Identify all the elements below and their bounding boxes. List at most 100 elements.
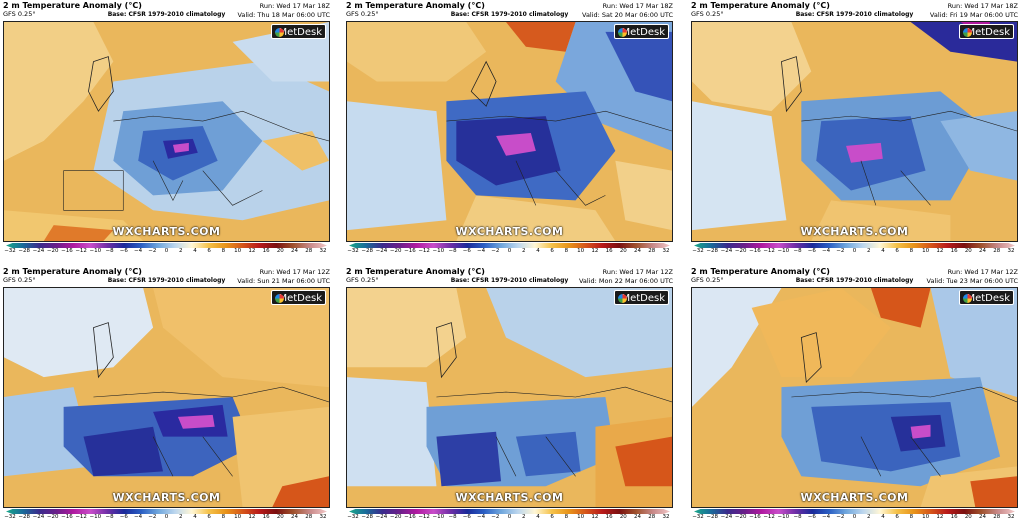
- colorbar-tick-label: −28: [706, 514, 719, 520]
- colorbar-tick-label: 32: [1007, 248, 1015, 254]
- colorbar-tick-label: −4: [821, 514, 831, 520]
- colorbar-tick-label: 6: [207, 248, 211, 254]
- anomaly-field: [692, 288, 1017, 507]
- anomaly-map: MetDesk WXCHARTS.COM: [346, 287, 673, 508]
- colorbar-tick-label: 2: [521, 248, 526, 254]
- valid-label: Valid: Fri 19 Mar 06:00 UTC: [929, 11, 1018, 19]
- colorbar-tick-label: 8: [909, 514, 914, 520]
- map-panel: 2 m Temperature Anomaly (°C) GFS 0.25° B…: [688, 0, 1021, 255]
- colorbar-tick-label: −2: [148, 248, 157, 254]
- colorbar-tick-label: −20: [389, 248, 402, 254]
- colorbar-tick-label: −24: [32, 248, 45, 254]
- colorbar-tick-label: 20: [619, 248, 627, 254]
- panel-header: 2 m Temperature Anomaly (°C) GFS 0.25° B…: [3, 267, 330, 287]
- model-label: GFS 0.25°: [346, 276, 379, 284]
- map-title: 2 m Temperature Anomaly (°C): [346, 1, 485, 10]
- colorbar-tick-label: −10: [89, 248, 102, 254]
- colorbar-tick-label: −16: [749, 248, 761, 254]
- colorbar-tick-label: −6: [119, 248, 128, 254]
- watermark: WXCHARTS.COM: [112, 225, 221, 238]
- colorbar-ticks: −32 −28 −24 −20 −16 −12 −10 −8 −6 −4 −2 0 2 4 6 8 10 12 16…: [4, 248, 326, 255]
- colorbar-tick-label: −24: [720, 514, 733, 520]
- run-label: Run: Wed 17 Mar 12Z: [947, 268, 1018, 276]
- colorbar-tick-label: 16: [950, 248, 958, 254]
- anomaly-field: [4, 22, 329, 241]
- colorbar-tick-label: −6: [807, 248, 816, 254]
- base-label: Base: CFSR 1979-2010 climatology: [450, 11, 569, 18]
- anomaly-field: [347, 22, 672, 241]
- metdesk-logo-icon: [963, 294, 972, 303]
- colorbar-tick-label: 6: [895, 248, 899, 254]
- map-panel: 2 m Temperature Anomaly (°C) GFS 0.25° B…: [343, 266, 676, 521]
- colorbar-tick-label: −8: [105, 248, 114, 254]
- colorbar-tick-label: −4: [133, 514, 143, 520]
- colorbar-tick-label: −16: [404, 514, 416, 520]
- colorbar-tick-label: 28: [305, 514, 313, 520]
- colorbar: [6, 509, 327, 514]
- colorbar-tick-label: 6: [550, 248, 554, 254]
- colorbar-tick-label: 0: [507, 514, 512, 520]
- colorbar: [349, 243, 670, 248]
- colorbar-tick-label: 0: [507, 248, 512, 254]
- colorbar-tick-label: 28: [648, 248, 656, 254]
- colorbar-tick-label: −2: [148, 514, 157, 520]
- colorbar-tick-label: −2: [491, 248, 500, 254]
- anomaly-field: [692, 22, 1017, 241]
- colorbar-tick-label: 4: [881, 514, 885, 520]
- colorbar-ticks: −32 −28 −24 −20 −16 −12 −10 −8 −6 −4 −2 0 2 4 6 8 10 12 16…: [692, 248, 1014, 255]
- colorbar-ticks: −32 −28 −24 −20 −16 −12 −10 −8 −6 −4 −2 0 2 4 6 8 10 12 16…: [347, 248, 669, 255]
- colorbar-tick-label: 16: [950, 514, 958, 520]
- colorbar-tick-label: 24: [291, 248, 299, 254]
- colorbar-tick-label: 2: [866, 248, 871, 254]
- colorbar-tick-label: 24: [979, 514, 987, 520]
- map-panel: 2 m Temperature Anomaly (°C) GFS 0.25° B…: [688, 266, 1021, 521]
- colorbar-tick-label: 4: [536, 248, 540, 254]
- colorbar-tick-label: −16: [61, 248, 73, 254]
- colorbar-tick-label: 32: [319, 248, 327, 254]
- colorbar-tick-label: 24: [979, 248, 987, 254]
- map-title: 2 m Temperature Anomaly (°C): [691, 267, 830, 276]
- colorbar-tick-label: −2: [836, 514, 845, 520]
- colorbar-tick-label: −12: [75, 248, 87, 254]
- colorbar-tick-label: 20: [276, 514, 284, 520]
- colorbar-tick-label: −6: [119, 514, 128, 520]
- colorbar: [349, 509, 670, 514]
- colorbar-tick-label: −20: [734, 248, 747, 254]
- panel-header: 2 m Temperature Anomaly (°C) GFS 0.25° B…: [691, 267, 1018, 287]
- colorbar-tick-label: −8: [793, 248, 802, 254]
- watermark: WXCHARTS.COM: [455, 225, 564, 238]
- metdesk-logo: MetDesk: [959, 290, 1014, 305]
- anomaly-map: MetDesk WXCHARTS.COM: [346, 21, 673, 242]
- metdesk-logo: MetDesk: [614, 24, 669, 39]
- valid-label: Valid: Sun 21 Mar 06:00 UTC: [237, 277, 330, 285]
- colorbar-tick-label: 28: [993, 248, 1001, 254]
- run-label: Run: Wed 17 Mar 18Z: [947, 2, 1018, 10]
- metdesk-logo: MetDesk: [271, 290, 326, 305]
- colorbar-tick-label: 10: [922, 514, 930, 520]
- map-title: 2 m Temperature Anomaly (°C): [691, 1, 830, 10]
- colorbar-tick-label: −10: [432, 514, 445, 520]
- colorbar-tick-label: 32: [1007, 514, 1015, 520]
- colorbar-tick-label: 0: [164, 248, 169, 254]
- anomaly-field: [347, 288, 672, 507]
- colorbar-tick-label: 8: [221, 248, 226, 254]
- base-label: Base: CFSR 1979-2010 climatology: [450, 277, 569, 284]
- colorbar-tick-label: −16: [749, 514, 761, 520]
- colorbar-tick-label: 20: [964, 248, 972, 254]
- colorbar-tick-label: −24: [720, 248, 733, 254]
- colorbar-tick-label: 8: [221, 514, 226, 520]
- watermark: WXCHARTS.COM: [800, 225, 909, 238]
- colorbar-tick-label: 6: [550, 514, 554, 520]
- base-label: Base: CFSR 1979-2010 climatology: [795, 11, 914, 18]
- colorbar-tick-label: −4: [476, 514, 486, 520]
- colorbar-tick-label: 10: [577, 248, 585, 254]
- metdesk-logo-icon: [275, 28, 284, 37]
- map-panel: 2 m Temperature Anomaly (°C) GFS 0.25° B…: [343, 0, 676, 255]
- colorbar-tick-label: 24: [634, 514, 642, 520]
- colorbar-tick-label: 32: [662, 248, 670, 254]
- colorbar-tick-label: −4: [133, 248, 143, 254]
- colorbar-tick-label: −32: [692, 248, 704, 254]
- colorbar-tick-label: 20: [276, 248, 284, 254]
- panel-header: 2 m Temperature Anomaly (°C) GFS 0.25° B…: [346, 267, 673, 287]
- colorbar-tick-label: −24: [375, 514, 388, 520]
